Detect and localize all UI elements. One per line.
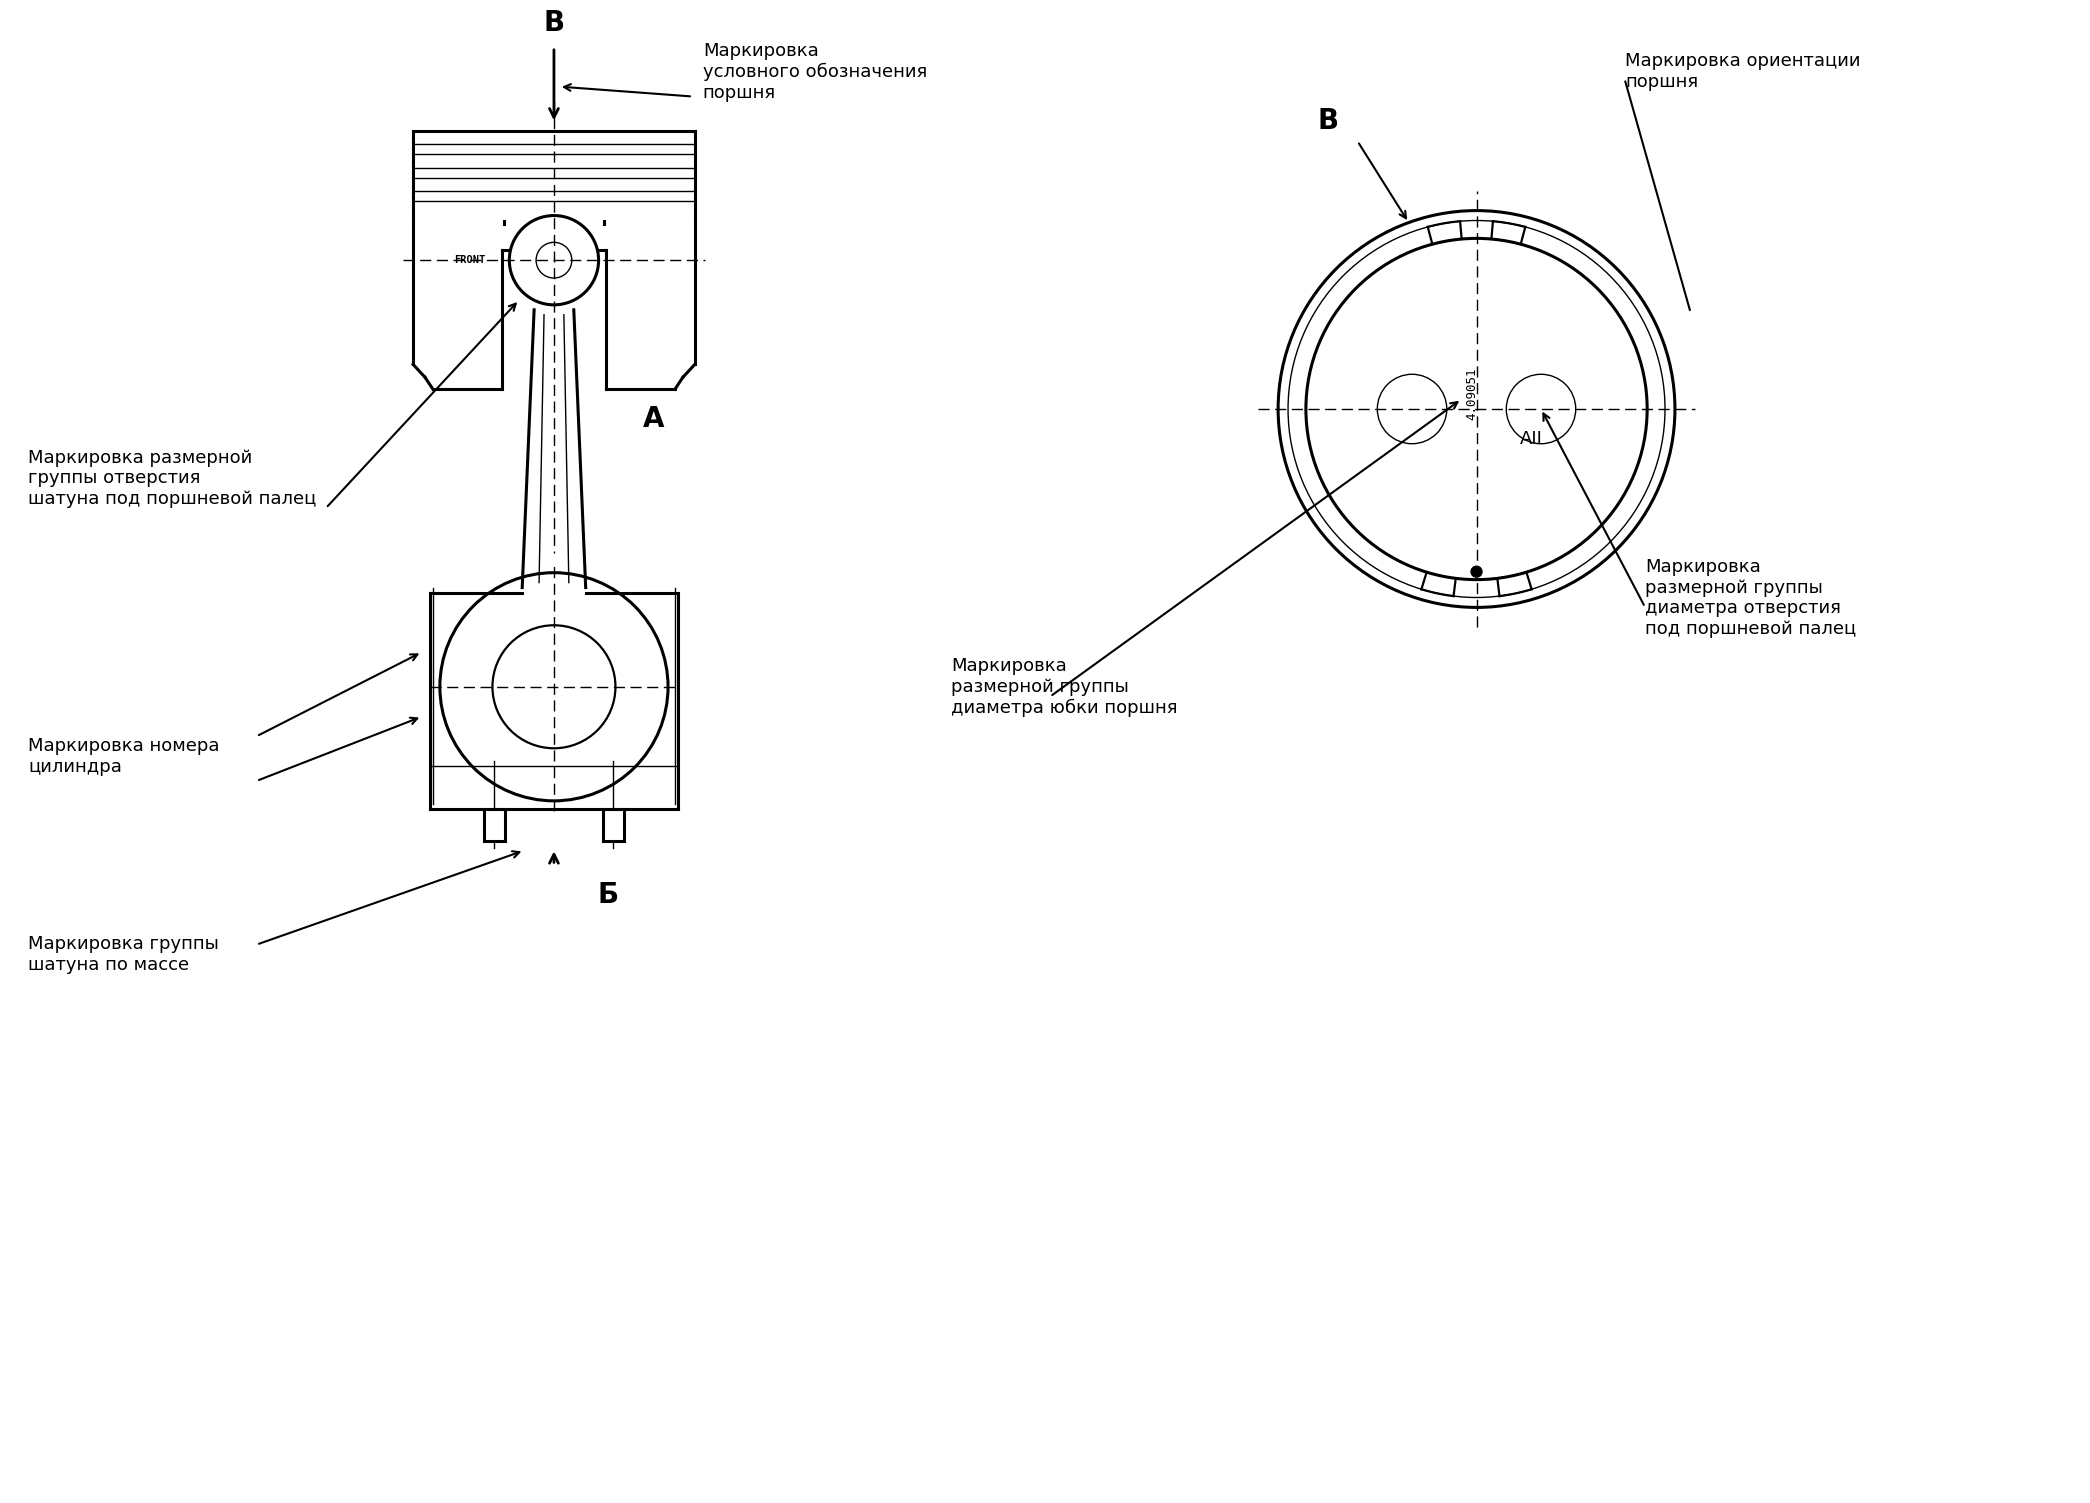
Text: Б: Б [598,881,619,909]
Text: А: А [642,404,665,433]
Text: Маркировка ориентации
поршня: Маркировка ориентации поршня [1626,53,1860,90]
Text: Маркировка номера
цилиндра: Маркировка номера цилиндра [27,736,219,776]
Text: Маркировка
размерной группы
диаметра юбки поршня: Маркировка размерной группы диаметра юбк… [951,657,1177,717]
Text: Маркировка
условного обозначения
поршня: Маркировка условного обозначения поршня [702,42,928,102]
Circle shape [1471,567,1482,577]
Text: В: В [543,9,564,38]
Text: Маркировка
размерной группы
диаметра отверстия
под поршневой палец: Маркировка размерной группы диаметра отв… [1645,558,1856,639]
Text: АII: АII [1519,430,1542,448]
Text: FRONT: FRONT [454,256,485,265]
Text: В: В [1317,107,1338,135]
Text: Маркировка размерной
группы отверстия
шатуна под поршневой палец: Маркировка размерной группы отверстия ша… [27,448,316,508]
Text: 4.09051: 4.09051 [1465,368,1478,421]
Text: Маркировка группы
шатуна по массе: Маркировка группы шатуна по массе [27,935,219,974]
